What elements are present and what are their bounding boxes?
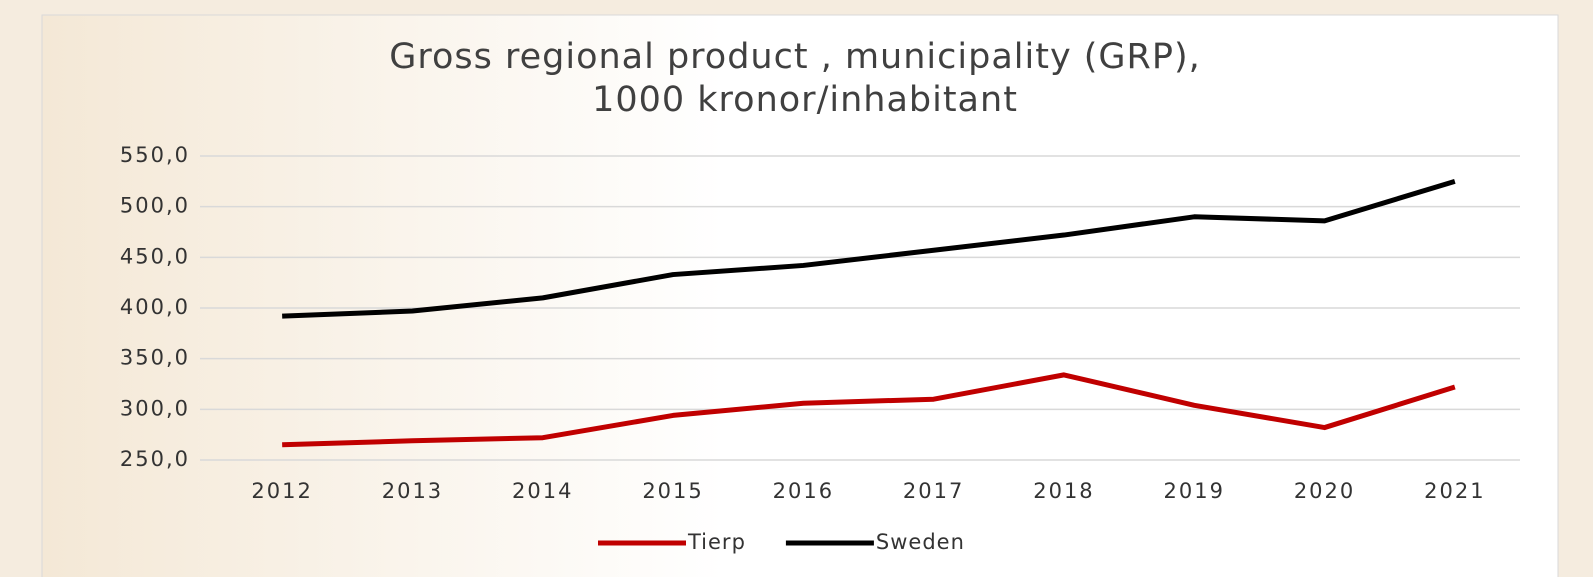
- page: Gross regional product , municipality (G…: [0, 0, 1593, 577]
- y-tick-label: 300,0: [120, 396, 190, 420]
- x-tick-label: 2019: [1164, 479, 1225, 503]
- y-tick-label: 250,0: [120, 447, 190, 471]
- x-tick-label: 2020: [1294, 479, 1355, 503]
- legend-label: Tierp: [687, 530, 746, 554]
- legend-label: Sweden: [876, 530, 965, 554]
- x-tick-label: 2013: [382, 479, 443, 503]
- y-tick-label: 350,0: [120, 346, 190, 370]
- x-tick-label: 2016: [773, 479, 834, 503]
- x-tick-label: 2021: [1424, 479, 1485, 503]
- chart: Gross regional product , municipality (G…: [0, 0, 1593, 577]
- chart-title: Gross regional product , municipality (G…: [389, 37, 1201, 77]
- x-tick-label: 2017: [903, 479, 964, 503]
- x-tick-label: 2018: [1033, 479, 1094, 503]
- y-tick-label: 450,0: [120, 244, 190, 268]
- y-tick-label: 550,0: [120, 143, 190, 167]
- x-tick-label: 2015: [642, 479, 703, 503]
- chart-title: 1000 kronor/inhabitant: [592, 80, 1018, 120]
- x-tick-label: 2014: [512, 479, 573, 503]
- y-tick-label: 500,0: [120, 194, 190, 218]
- y-tick-label: 400,0: [120, 295, 190, 319]
- x-tick-label: 2012: [251, 479, 312, 503]
